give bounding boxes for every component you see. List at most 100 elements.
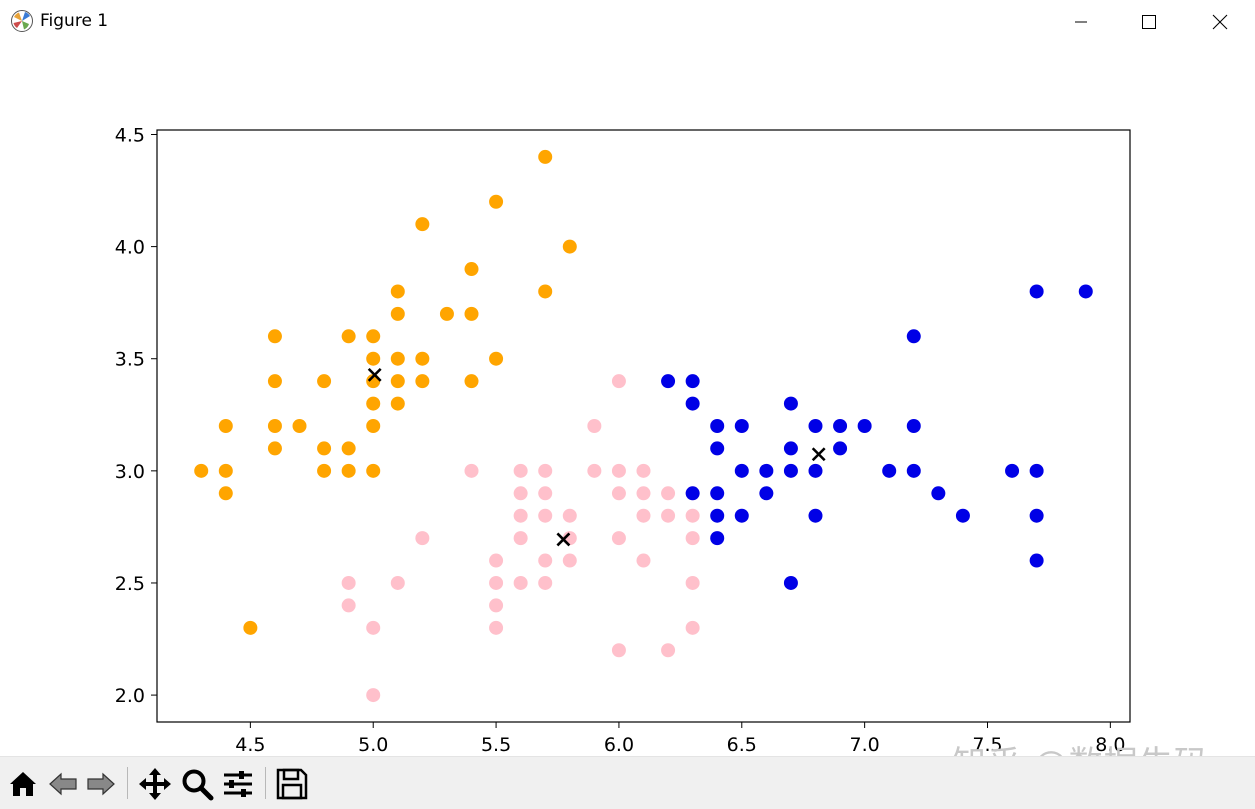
figure-canvas[interactable]: 4.5 5.0 5.5 6.0 6.5 7.0 7.5 8.0 2.0 2.5 3.0 3.5 4.0… [0,44,1255,756]
scatter-point [783,441,798,456]
x-tick-label: 8.0 [1095,734,1125,756]
scatter-point [267,374,282,389]
scatter-point [611,531,626,546]
scatter-point [464,306,479,321]
magnifier-icon [182,769,214,801]
y-axis: 2.0 2.5 3.0 3.5 4.0 4.5 [115,124,157,707]
scatter-point [611,374,626,389]
scatter-point [341,463,356,478]
scatter-point [439,306,454,321]
scatter-point [341,441,356,456]
scatter-point [808,419,823,433]
scatter-point [636,553,651,568]
scatter-point [931,486,946,501]
scatter-point [538,575,553,590]
window-titlebar: Figure 1 [0,0,1255,44]
scatter-point [464,374,479,389]
back-arrow-icon [49,772,77,796]
scatter-point [415,351,430,366]
scatter-point [538,149,553,164]
scatter-point [906,463,921,478]
window-title: Figure 1 [40,11,109,31]
scatter-point [710,508,725,523]
scatter-point [267,419,282,433]
minimize-button[interactable] [1052,0,1110,44]
home-button[interactable] [4,765,42,803]
toolbar-separator [265,767,266,799]
scatter-point [366,620,381,635]
scatter-point [1029,284,1044,299]
y-tick-label: 4.0 [115,237,145,259]
x-tick-label: 6.5 [727,734,757,756]
x-axis: 4.5 5.0 5.5 6.0 6.5 7.0 7.5 8.0 [235,722,1125,756]
home-icon [10,772,36,796]
scatter-point [538,463,553,478]
scatter-point [366,351,381,366]
scatter-point [759,486,774,501]
scatter-point [341,575,356,590]
y-tick-label: 3.0 [115,461,145,483]
scatter-point [808,463,823,478]
scatter-point [562,508,577,523]
scatter-point [366,329,381,344]
scatter-point [464,262,479,277]
floppy-icon [276,768,308,800]
scatter-point [710,531,725,546]
scatter-point [734,419,749,433]
scatter-point [513,463,528,478]
points-layer [194,149,1093,703]
scatter-point [538,486,553,501]
scatter-point [489,194,504,209]
scatter-point [366,463,381,478]
pan-button[interactable] [136,765,174,803]
x-tick-label: 5.5 [481,734,511,756]
scatter-point [783,396,798,411]
scatter-point [513,575,528,590]
x-tick-label: 7.0 [850,734,880,756]
centroid-marker [556,532,571,547]
scatter-point [415,531,430,546]
scatter-point [587,463,602,478]
maximize-button[interactable] [1120,0,1178,44]
scatter-point [489,553,504,568]
close-button[interactable] [1191,0,1249,44]
plot-frame [156,129,1131,723]
scatter-point [1078,284,1093,299]
scatter-point [513,531,528,546]
scatter-point [267,329,282,344]
scatter-point [562,239,577,254]
scatter-point [710,486,725,501]
scatter-chart: 4.5 5.0 5.5 6.0 6.5 7.0 7.5 8.0 2.0 2.5 3.0 3.5 4.0… [115,124,1131,756]
x-tick-label: 7.5 [972,734,1002,756]
scatter-point [661,643,676,658]
scatter-point [685,374,700,389]
scatter-point [390,284,405,299]
save-button[interactable] [273,765,311,803]
y-tick-label: 4.5 [115,124,145,146]
configure-subplots-button[interactable] [219,765,257,803]
minimize-icon [1075,21,1087,23]
scatter-point [489,598,504,613]
scatter-point [464,463,479,478]
scatter-point [710,441,725,456]
y-tick-label: 2.0 [115,685,145,707]
scatter-point [734,463,749,478]
scatter-point [390,374,405,389]
scatter-point [685,531,700,546]
matplotlib-logo-icon [11,10,33,32]
scatter-point [833,419,848,433]
forward-button[interactable] [82,765,120,803]
maximize-icon [1142,15,1156,29]
scatter-point [783,575,798,590]
scatter-point [685,486,700,501]
scatter-point [513,508,528,523]
scatter-point [636,463,651,478]
scatter-point [611,643,626,658]
back-button[interactable] [44,765,82,803]
scatter-point [882,463,897,478]
sliders-icon [224,771,252,797]
scatter-point [218,486,233,501]
centroid-marker [367,367,382,382]
zoom-button[interactable] [178,765,216,803]
scatter-point [661,508,676,523]
